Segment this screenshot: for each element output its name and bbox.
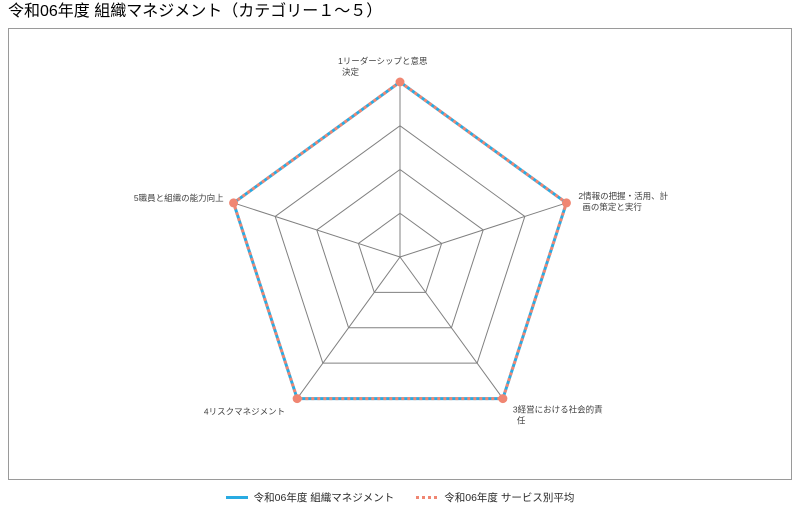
data-point-marker [292,394,302,404]
radar-series-layer [232,80,568,401]
radar-axis-labels: 1リーダーシップと意思決定 2情報の把握・活用、計画の策定と実行 3経営における社会… [134,56,669,426]
legend-label-series-2: 令和06年度 サービス別平均 [444,491,575,504]
axis-label-line: 画の策定と実行 [582,202,642,212]
axis-label-5: 5職員と組織の能力向上 [134,193,224,203]
radar-ring-1 [357,212,443,293]
axis-label-4: 4リスクマネジメント [204,407,285,417]
radar-spokes [233,82,567,399]
axis-label-1: 1リーダーシップと意思決定 [338,56,428,77]
dotted-line-swatch-icon [416,495,439,499]
data-point-marker [498,394,508,404]
axis-label-line: 決定 [342,67,360,77]
axis-label-line: 2情報の把握・活用、計 [578,191,668,201]
axis-label-line: 任 [517,416,526,426]
radar-spoke-3 [399,256,504,399]
axis-label-line: 3経営における社会的責 [513,405,603,415]
legend-label-series-1: 令和06年度 組織マネジメント [253,491,395,504]
chart-legend: 令和06年度 組織マネジメント 令和06年度 サービス別平均 [0,486,800,508]
radar-spoke-4 [296,256,401,399]
page-title: 令和06年度 組織マネジメント（カテゴリー１〜５） [8,3,383,20]
data-point-marker [229,198,239,208]
axis-label-3: 3経営における社会的責任 [513,405,603,426]
radar-spoke-2 [399,202,567,258]
data-point-marker [395,77,405,87]
radar-ring-2 [316,168,484,329]
legend-item-series-2[interactable]: 令和06年度 サービス別平均 [416,490,574,505]
radar-series-1 [232,80,568,401]
axis-label-line: 4リスクマネジメント [204,407,285,417]
data-point-marker [561,198,571,208]
axis-label-2: 2情報の把握・活用、計画の策定と実行 [578,191,668,212]
axis-label-line: 1リーダーシップと意思 [338,56,428,66]
axis-label-line: 5職員と組織の能力向上 [134,193,224,203]
legend-item-series-1[interactable]: 令和06年度 組織マネジメント [225,490,395,505]
radar-ring-3 [274,125,526,364]
line-swatch-icon [225,495,248,499]
radar-markers-layer [229,77,571,404]
radar-spoke-5 [233,202,401,258]
